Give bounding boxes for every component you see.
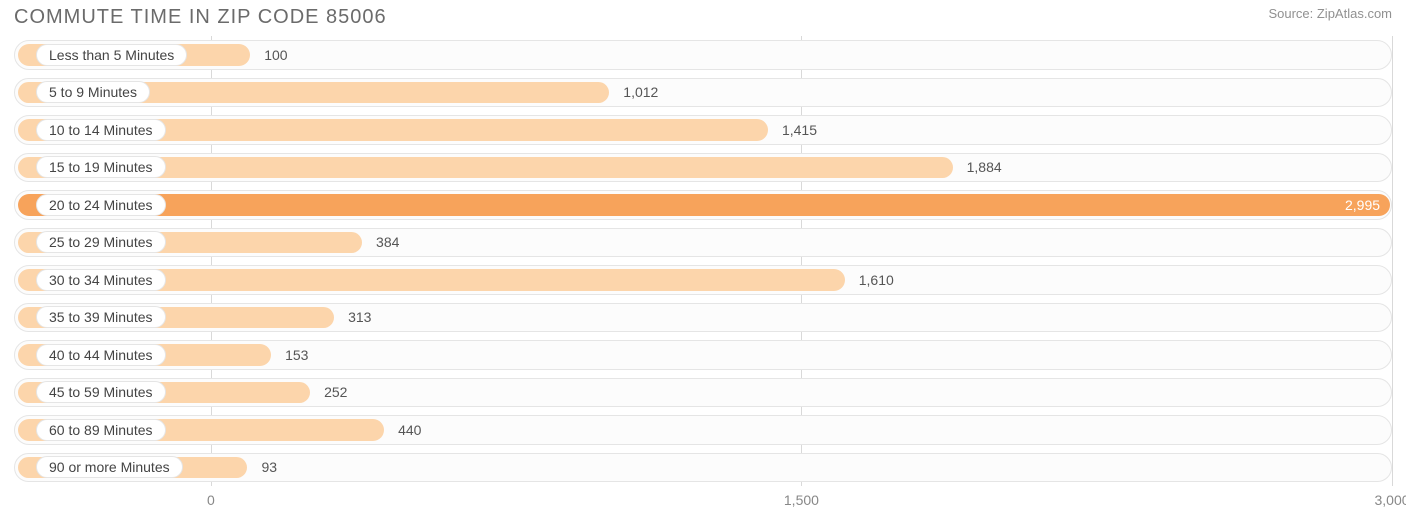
category-label: 90 or more Minutes <box>36 456 183 478</box>
category-label: 40 to 44 Minutes <box>36 344 166 366</box>
bar-row: 25 to 29 Minutes 384 <box>14 224 1392 262</box>
plot-area: Less than 5 Minutes 100 5 to 9 Minutes 1,01… <box>14 36 1392 486</box>
x-axis-tick: 3,000 <box>1374 492 1406 508</box>
commute-time-chart: COMMUTE TIME IN ZIP CODE 85006 Source: Z… <box>0 0 1406 522</box>
bar-row: 30 to 34 Minutes 1,610 <box>14 261 1392 299</box>
bar-row: 60 to 89 Minutes 440 <box>14 411 1392 449</box>
bar-row: 90 or more Minutes 93 <box>14 449 1392 487</box>
value-label: 1,610 <box>859 272 894 288</box>
bar-fill <box>18 194 1390 216</box>
value-label: 1,884 <box>967 159 1002 175</box>
value-label: 1,415 <box>782 122 817 138</box>
chart-title: COMMUTE TIME IN ZIP CODE 85006 <box>14 6 387 29</box>
category-label: 60 to 89 Minutes <box>36 419 166 441</box>
value-label: 440 <box>398 422 421 438</box>
bar-row: 5 to 9 Minutes 1,012 <box>14 74 1392 112</box>
category-label: 45 to 59 Minutes <box>36 381 166 403</box>
value-label: 100 <box>264 47 287 63</box>
x-axis: 01,5003,000 <box>14 492 1392 512</box>
x-axis-tick: 0 <box>207 492 215 508</box>
bar-row: 45 to 59 Minutes 252 <box>14 374 1392 412</box>
bar-row: 20 to 24 Minutes 2,995 <box>14 186 1392 224</box>
category-label: 20 to 24 Minutes <box>36 194 166 216</box>
bar-row: 10 to 14 Minutes 1,415 <box>14 111 1392 149</box>
bar-row: 40 to 44 Minutes 153 <box>14 336 1392 374</box>
value-label: 252 <box>324 384 347 400</box>
category-label: 15 to 19 Minutes <box>36 156 166 178</box>
value-label: 93 <box>261 459 277 475</box>
category-label: 25 to 29 Minutes <box>36 231 166 253</box>
value-label: 153 <box>285 347 308 363</box>
value-label: 2,995 <box>1345 197 1380 213</box>
value-label: 1,012 <box>623 84 658 100</box>
value-label: 384 <box>376 234 399 250</box>
bar-row: Less than 5 Minutes 100 <box>14 36 1392 74</box>
chart-source: Source: ZipAtlas.com <box>1268 6 1392 21</box>
category-label: 10 to 14 Minutes <box>36 119 166 141</box>
value-label: 313 <box>348 309 371 325</box>
category-label: 30 to 34 Minutes <box>36 269 166 291</box>
category-label: Less than 5 Minutes <box>36 44 187 66</box>
bar-row: 35 to 39 Minutes 313 <box>14 299 1392 337</box>
chart-header: COMMUTE TIME IN ZIP CODE 85006 Source: Z… <box>0 0 1406 29</box>
gridline <box>1392 36 1393 486</box>
category-label: 35 to 39 Minutes <box>36 306 166 328</box>
category-label: 5 to 9 Minutes <box>36 81 150 103</box>
bar-row: 15 to 19 Minutes 1,884 <box>14 149 1392 187</box>
x-axis-tick: 1,500 <box>784 492 819 508</box>
